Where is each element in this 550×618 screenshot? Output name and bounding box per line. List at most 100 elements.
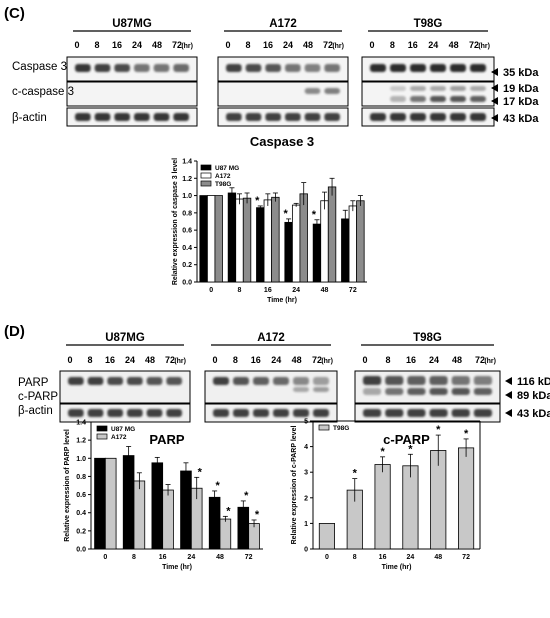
bar: [271, 196, 280, 283]
significance-mark: *: [464, 428, 469, 440]
kda-label: 43 kDa: [517, 408, 550, 420]
timepoint-label: 24: [125, 355, 135, 365]
timepoint-label: 24: [132, 40, 142, 50]
blot-band: [407, 388, 426, 395]
bar: [299, 193, 308, 283]
bar: [206, 195, 216, 283]
kda-arrow: [505, 391, 512, 399]
significance-mark: *: [408, 443, 413, 455]
y-tick-label: 0.0: [76, 547, 86, 554]
timepoint-label: 8: [87, 355, 92, 365]
cell-line-label: A172: [269, 18, 297, 30]
blot-box: [361, 81, 495, 107]
legend-label: U87 MG: [215, 165, 239, 172]
blot-band: [430, 86, 446, 91]
blot-band: [75, 64, 91, 72]
timepoint-label: 48: [449, 40, 459, 50]
bar: [208, 496, 221, 550]
legend-label: T98G: [333, 425, 349, 432]
blot-band: [450, 86, 466, 91]
legend-swatch: [200, 180, 212, 187]
blot-band: [173, 64, 189, 72]
x-tick-label: 8: [353, 554, 357, 561]
bar: [263, 199, 273, 283]
kda-arrow: [491, 114, 498, 122]
blot-band: [407, 409, 426, 417]
caspase3-chart: Caspase 3 0.0 0.2 0.4 0.6 0.8 1.0 1.2 1.4 0 8 16 24 4…: [172, 134, 367, 304]
blot-band: [385, 376, 404, 385]
blot-band: [293, 387, 309, 392]
bar: [151, 462, 164, 550]
blot-band: [107, 409, 123, 417]
blot-band: [363, 376, 382, 385]
kda-label: 35 kDa: [503, 67, 539, 79]
kda-arrow: [491, 84, 498, 92]
bar: [227, 192, 237, 283]
blot-band: [134, 113, 150, 121]
x-tick-label: 48: [434, 554, 442, 561]
row-label: β-actin: [18, 405, 53, 417]
y-tick-label: 0.0: [182, 280, 192, 287]
blot-band: [265, 64, 281, 72]
y-tick-label: 2: [304, 495, 308, 502]
bar: [104, 457, 117, 550]
hr-label: (hr): [478, 43, 490, 50]
blot-band: [213, 377, 229, 385]
timepoint-label: 16: [408, 40, 418, 50]
blot-band: [253, 409, 269, 417]
bar: [162, 489, 174, 550]
timepoint-label: 8: [390, 40, 395, 50]
x-tick-label: 72: [462, 554, 470, 561]
blot-band: [265, 113, 281, 121]
legend-swatch: [96, 433, 108, 440]
blot-band: [473, 376, 492, 385]
legend-label: T98G: [215, 181, 231, 188]
kda-label: 116 kDa: [517, 376, 550, 388]
timepoint-label: 0: [225, 40, 230, 50]
bar: [341, 218, 350, 283]
x-tick-label: 24: [407, 554, 415, 561]
blot-band: [313, 387, 329, 392]
blot-band: [285, 113, 301, 121]
chart-title: PARP: [149, 432, 184, 447]
blot-band: [385, 409, 404, 417]
blot-band: [450, 113, 466, 121]
significance-mark: *: [380, 446, 385, 458]
y-tick-label: 0.4: [76, 510, 86, 517]
significance-mark: *: [312, 209, 317, 221]
timepoint-label: 48: [292, 355, 302, 365]
significance-mark: *: [226, 505, 231, 517]
timepoint-label: 24: [271, 355, 281, 365]
bar: [284, 221, 293, 283]
blot-band: [226, 113, 242, 121]
blot-band: [273, 409, 289, 417]
blot-box: [217, 81, 349, 107]
y-tick-label: 1.4: [182, 159, 192, 166]
blot-band: [107, 377, 123, 385]
cell-line-label: U87MG: [112, 18, 152, 30]
panel-c-label: (C): [4, 5, 25, 22]
significance-mark: *: [215, 480, 220, 492]
y-axis-label: Relative expression of c-PARP level: [291, 426, 298, 545]
blot-band: [429, 388, 448, 395]
blot-band: [390, 113, 406, 121]
blot-box: [217, 107, 349, 127]
timepoint-label: 48: [152, 40, 162, 50]
significance-mark: *: [255, 195, 260, 207]
x-tick-label: 0: [209, 287, 213, 294]
blot-band: [385, 388, 404, 395]
x-tick-label: 48: [321, 287, 329, 294]
blot-band: [304, 64, 321, 72]
significance-mark: *: [436, 424, 441, 436]
bar: [402, 465, 419, 550]
y-axis-label: Relative expression of PARP level: [64, 429, 71, 542]
blot-band: [473, 409, 492, 417]
legend-swatch: [96, 425, 108, 432]
kda-label: 43 kDa: [503, 113, 539, 125]
cell-line-label: T98G: [414, 18, 443, 30]
y-tick-label: 1.2: [76, 438, 86, 445]
blot-band: [285, 64, 301, 72]
y-tick-label: 0: [304, 547, 308, 554]
blot-band: [146, 377, 163, 385]
